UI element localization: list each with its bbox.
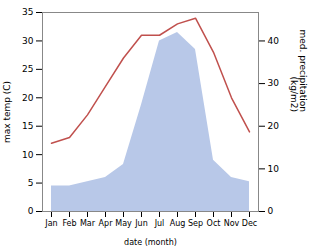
svg-text:Dec: Dec (242, 219, 257, 228)
svg-text:Aug: Aug (170, 219, 186, 228)
svg-text:Sep: Sep (188, 219, 203, 228)
svg-text:35: 35 (22, 7, 33, 17)
svg-text:20: 20 (22, 93, 34, 103)
svg-text:30: 30 (268, 78, 280, 88)
svg-text:30: 30 (22, 36, 34, 46)
svg-text:10: 10 (268, 164, 280, 174)
svg-text:Jan: Jan (44, 219, 57, 228)
svg-text:10: 10 (22, 150, 34, 160)
svg-text:20: 20 (268, 121, 280, 131)
svg-text:med. precipitation(kg/m2): med. precipitation(kg/m2) (289, 30, 308, 112)
svg-text:May: May (115, 219, 132, 228)
svg-text:Jul: Jul (154, 219, 165, 228)
svg-text:Nov: Nov (224, 219, 240, 228)
svg-text:Jun: Jun (134, 219, 148, 228)
svg-text:40: 40 (268, 36, 280, 46)
svg-text:Oct: Oct (207, 219, 221, 228)
svg-text:date (month): date (month) (124, 238, 177, 247)
svg-text:15: 15 (22, 121, 33, 131)
svg-text:max temp (C): max temp (C) (2, 81, 12, 143)
svg-text:5: 5 (28, 178, 34, 188)
svg-text:0: 0 (28, 206, 34, 216)
svg-text:0: 0 (268, 206, 274, 216)
svg-text:25: 25 (22, 64, 33, 74)
svg-text:Mar: Mar (80, 219, 96, 228)
svg-text:Feb: Feb (62, 219, 76, 228)
svg-text:Apr: Apr (99, 219, 114, 228)
